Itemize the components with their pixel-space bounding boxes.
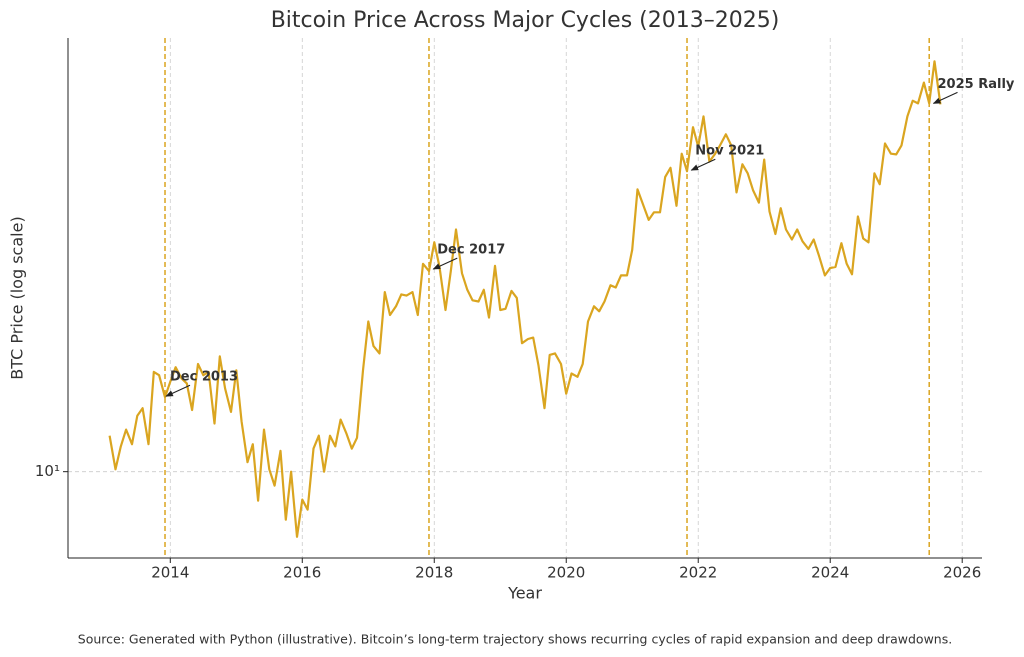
x-tick-label: 2016 [283,564,321,582]
x-axis-label: Year [507,584,542,603]
y-tick-label: 10¹ [35,462,60,480]
price-line [108,60,942,538]
x-tick-label: 2026 [943,564,981,582]
annotation-arrow [932,91,958,104]
annotation-label: Nov 2021 [695,144,764,159]
x-tick-label: 2024 [811,564,849,582]
x-tick-label: 2018 [415,564,453,582]
x-tick-label: 2020 [547,564,585,582]
x-tick-label: 2022 [679,564,717,582]
annotation-label: 2025 Rally [938,77,1015,92]
annotation-arrow [690,158,716,171]
caption: Source: Generated with Python (illustrat… [78,632,952,647]
annotation-label: Dec 2013 [170,370,238,385]
annotation-arrow [165,384,191,397]
annotation-label: Dec 2017 [437,243,505,258]
x-tick-label: 2014 [151,564,189,582]
y-axis-label: BTC Price (log scale) [8,216,27,379]
chart-title: Bitcoin Price Across Major Cycles (2013–… [271,8,780,33]
annotation-arrow [432,257,458,270]
